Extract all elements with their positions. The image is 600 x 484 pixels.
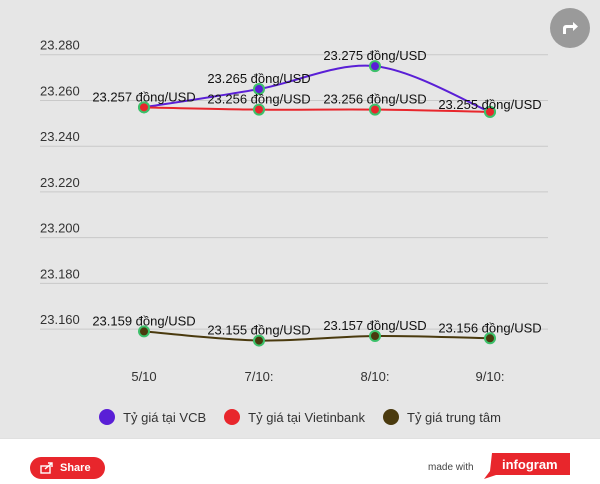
data-label: 23.257 đồng/USD — [92, 89, 195, 104]
y-tick-label: 23.160 — [40, 312, 80, 327]
data-point[interactable] — [484, 105, 496, 118]
legend-label: Tỷ giá tại Vietinbank — [248, 409, 365, 425]
footer-bar: Share made with infogram — [0, 438, 600, 484]
series-line — [143, 64, 491, 113]
data-label: 23.159 đồng/USD — [92, 313, 195, 328]
data-label: 23.265 đồng/USD — [207, 71, 310, 86]
data-point[interactable] — [253, 103, 265, 116]
x-tick-label: 9/10: — [476, 369, 505, 384]
x-tick-label: 7/10: — [245, 369, 274, 384]
y-tick-label: 23.220 — [40, 175, 80, 190]
data-point[interactable] — [253, 334, 265, 347]
x-tick-label: 8/10: — [361, 369, 390, 384]
data-label: 23.275 đồng/USD — [323, 48, 426, 63]
legend-item[interactable]: Tỷ giá tại VCB — [99, 409, 206, 425]
series-line — [143, 106, 491, 113]
data-label: 23.256 đồng/USD — [207, 92, 310, 107]
data-point[interactable] — [369, 329, 381, 342]
legend-item[interactable]: Tỷ giá tại Vietinbank — [224, 409, 365, 425]
data-point[interactable] — [484, 332, 496, 345]
data-point[interactable] — [369, 103, 381, 116]
data-label: 23.157 đồng/USD — [323, 318, 426, 333]
legend-label: Tỷ giá tại VCB — [123, 409, 207, 425]
data-point[interactable] — [369, 60, 381, 73]
data-label: 23.155 đồng/USD — [207, 323, 310, 338]
legend-item[interactable]: Tỷ giá trung tâm — [383, 409, 501, 425]
data-point[interactable] — [138, 101, 150, 114]
legend-swatch — [99, 409, 116, 425]
infogram-logo[interactable]: infogram — [484, 453, 570, 479]
series-line — [143, 330, 491, 342]
share-button-label: Share — [60, 462, 91, 474]
data-label: 23.156 đồng/USD — [438, 320, 541, 335]
share-corner-button[interactable] — [550, 8, 590, 48]
infogram-logo-shape — [484, 453, 570, 479]
share-button[interactable]: Share — [30, 457, 105, 479]
data-point[interactable] — [253, 83, 265, 96]
y-tick-label: 23.180 — [40, 266, 80, 281]
y-tick-label: 23.200 — [40, 221, 80, 236]
made-with-text: made with — [428, 462, 474, 473]
legend-label: Tỷ giá trung tâm — [407, 409, 501, 425]
chart-panel: 23.160 23.180 23.200 23.220 23.240 23.260 23.2… — [0, 0, 600, 438]
share-arrow-icon — [563, 22, 578, 34]
y-tick-label: 23.260 — [40, 83, 80, 98]
legend-swatch — [383, 409, 399, 425]
y-tick-label: 23.280 — [40, 38, 80, 53]
x-tick-label: 5/10 — [131, 369, 156, 384]
y-tick-label: 23.240 — [40, 129, 80, 144]
data-label: 23.256 đồng/USD — [323, 92, 426, 107]
line-chart: 23.160 23.180 23.200 23.220 23.240 23.260 23.2… — [40, 38, 548, 384]
legend: Tỷ giá tại VCB Tỷ giá tại Vietinbank Tỷ gi… — [0, 405, 600, 429]
infogram-brand-text: infogram — [502, 457, 558, 472]
data-label: 23.255 đồng/USD — [438, 97, 541, 112]
share-icon — [40, 462, 53, 474]
legend-swatch — [224, 409, 241, 425]
data-point[interactable] — [138, 325, 150, 338]
